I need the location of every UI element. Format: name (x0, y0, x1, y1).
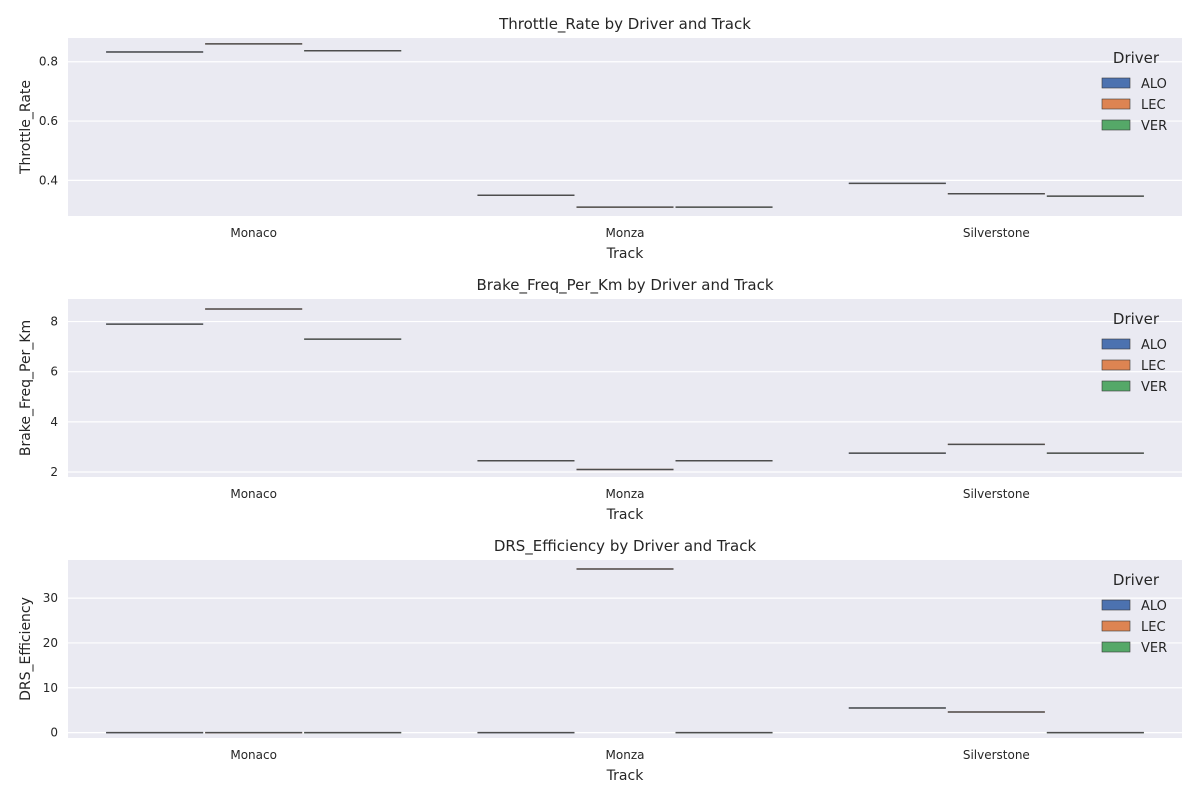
legend-title: Driver (1113, 310, 1160, 328)
legend-title: Driver (1113, 571, 1160, 589)
legend-label: VER (1141, 119, 1167, 134)
y-axis-label: Throttle_Rate (18, 80, 34, 175)
y-tick-label: 0.6 (39, 114, 58, 128)
legend-swatch-alo (1101, 338, 1131, 350)
legend: Driver ALO LEC VER (1101, 571, 1167, 656)
chart-panel-2: 2 4 6 8 Monaco Monza Silverstone Brake_Freq_Per… (18, 276, 1182, 523)
x-tick-label: Monza (606, 748, 645, 762)
y-tick-label: 6 (50, 365, 58, 379)
y-tick-label: 0 (50, 726, 58, 740)
y-tick-label: 8 (50, 315, 58, 329)
chart-panel-1: 0.4 0.6 0.8 Monaco Monza Silverstone Throttle_… (18, 15, 1182, 262)
legend-swatch-lec (1101, 620, 1131, 632)
x-tick-label: Silverstone (963, 487, 1030, 501)
y-tick-label: 10 (43, 681, 58, 695)
y-tick-label: 4 (50, 415, 58, 429)
legend-swatch-lec (1101, 359, 1131, 371)
legend-label: ALO (1141, 338, 1167, 353)
x-tick-label: Silverstone (963, 748, 1030, 762)
legend-swatch-ver (1101, 119, 1131, 131)
chart-title: DRS_Efficiency by Driver and Track (494, 537, 757, 556)
y-tick-label: 0.4 (39, 173, 58, 187)
y-tick-label: 20 (43, 636, 58, 650)
y-axis-label: DRS_Efficiency (18, 597, 34, 701)
legend-swatch-ver (1101, 641, 1131, 653)
x-tick-label: Silverstone (963, 226, 1030, 240)
x-tick-label: Monaco (230, 487, 277, 501)
plot-background (68, 299, 1182, 477)
legend-label: ALO (1141, 77, 1167, 92)
chart-panel-3: 0 10 20 30 Monaco Monza Silverstone DRS_Efficie… (18, 537, 1182, 784)
legend-swatch-alo (1101, 77, 1131, 89)
y-axis-label: Brake_Freq_Per_Km (18, 320, 34, 456)
x-tick-label: Monza (606, 226, 645, 240)
legend-label: LEC (1141, 359, 1166, 374)
x-tick-label: Monza (606, 487, 645, 501)
legend-swatch-alo (1101, 599, 1131, 611)
legend-title: Driver (1113, 49, 1160, 67)
legend-swatch-lec (1101, 98, 1131, 110)
x-axis-label: Track (606, 246, 645, 262)
x-tick-label: Monaco (230, 748, 277, 762)
legend-label: LEC (1141, 620, 1166, 635)
plot-background (68, 38, 1182, 216)
chart-title: Brake_Freq_Per_Km by Driver and Track (476, 276, 773, 295)
legend-swatch-ver (1101, 380, 1131, 392)
chart-title: Throttle_Rate by Driver and Track (498, 15, 751, 34)
legend-label: VER (1141, 380, 1167, 395)
legend-label: ALO (1141, 599, 1167, 614)
y-tick-label: 2 (50, 465, 58, 479)
x-tick-label: Monaco (230, 226, 277, 240)
legend-label: VER (1141, 641, 1167, 656)
legend-label: LEC (1141, 98, 1166, 113)
legend: Driver ALO LEC VER (1101, 49, 1167, 134)
x-axis-label: Track (606, 768, 645, 784)
plot-background (68, 560, 1182, 738)
legend: Driver ALO LEC VER (1101, 310, 1167, 395)
x-axis-label: Track (606, 507, 645, 523)
y-tick-label: 0.8 (39, 55, 58, 69)
y-tick-label: 30 (43, 591, 58, 605)
